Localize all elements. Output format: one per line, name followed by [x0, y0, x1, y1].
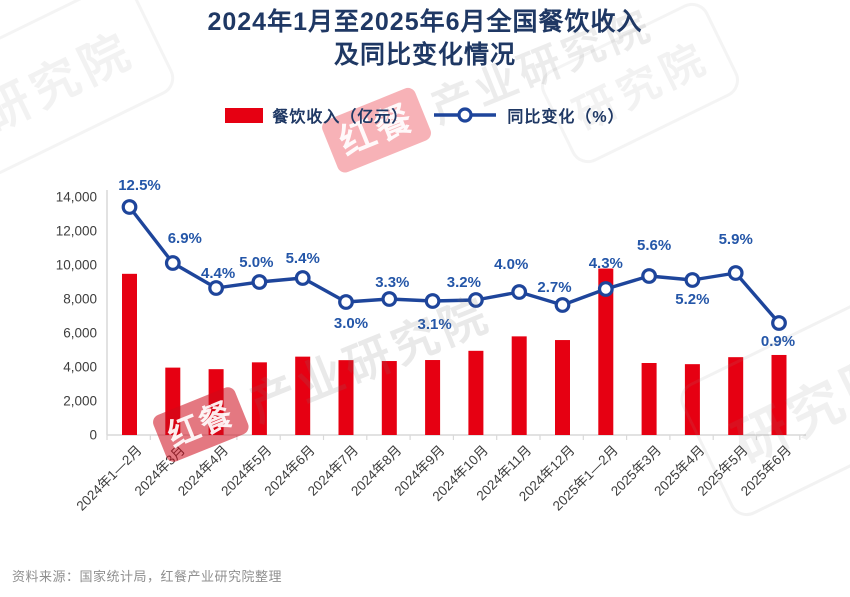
x-axis-category-label: 2024年1—2月: [74, 443, 145, 514]
y-axis-tick-label: 8,000: [63, 292, 97, 307]
revenue-bar: [295, 356, 311, 435]
chart-legend: 餐饮收入（亿元） 同比变化（%）: [0, 103, 850, 127]
growth-point-marker: [121, 199, 138, 215]
legend-bar-swatch-icon: [225, 107, 264, 123]
growth-value-label: 6.9%: [168, 230, 202, 247]
growth-point-marker: [338, 294, 354, 310]
revenue-bar: [425, 360, 441, 435]
revenue-bar: [338, 360, 354, 435]
growth-point-marker: [727, 265, 744, 281]
growth-value-label: 4.4%: [201, 265, 235, 282]
growth-point-marker: [468, 292, 484, 308]
revenue-bar: [511, 336, 527, 435]
revenue-bar: [728, 357, 744, 435]
growth-value-label: 2.7%: [537, 279, 571, 296]
growth-value-label: 3.3%: [375, 274, 409, 291]
growth-value-label: 4.3%: [589, 255, 623, 272]
y-axis-tick-label: 2,000: [63, 394, 97, 409]
y-axis-tick-label: 14,000: [56, 190, 97, 205]
legend-line-marker-icon: [434, 107, 497, 123]
growth-point-marker: [641, 268, 657, 284]
growth-point-marker: [294, 270, 311, 286]
growth-point-marker: [424, 293, 441, 309]
growth-value-label: 3.2%: [447, 274, 481, 291]
growth-point-marker: [597, 281, 614, 297]
legend-bar-label: 餐饮收入（亿元）: [272, 109, 409, 126]
revenue-bar: [771, 354, 787, 435]
revenue-bar: [684, 364, 700, 435]
chart-title-line2: 及同比变化情况: [333, 41, 516, 69]
growth-value-label: 5.2%: [675, 291, 709, 308]
y-axis-tick-label: 4,000: [63, 360, 97, 375]
growth-point-marker: [381, 291, 398, 307]
y-axis-tick-label: 0: [89, 428, 97, 443]
revenue-bar: [381, 361, 397, 435]
revenue-bar: [208, 369, 224, 435]
growth-value-label: 5.9%: [719, 231, 753, 248]
source-note: 资料来源：国家统计局，红餐产业研究院整理: [12, 569, 283, 584]
y-axis-tick-label: 12,000: [56, 224, 97, 239]
y-axis-tick-label: 6,000: [63, 326, 97, 341]
legend-item-revenue: 餐饮收入（亿元）: [225, 103, 408, 127]
growth-value-label: 12.5%: [118, 177, 161, 194]
revenue-bar: [641, 363, 657, 435]
growth-value-label: 3.1%: [417, 316, 451, 333]
growth-value-label: 3.0%: [334, 315, 368, 332]
legend-line-label: 同比变化（%）: [507, 109, 625, 126]
chart-title: 2024年1月至2025年6月全国餐饮收入 及同比变化情况: [0, 6, 850, 72]
growth-value-label: 5.0%: [239, 254, 273, 271]
y-axis-tick-label: 10,000: [56, 258, 97, 273]
revenue-bar: [122, 273, 137, 435]
legend-item-growth: 同比变化（%）: [432, 103, 624, 127]
growth-line: [128, 205, 781, 325]
growth-point-marker: [208, 280, 225, 296]
growth-value-label: 5.6%: [637, 237, 671, 254]
growth-point-marker: [554, 297, 571, 313]
growth-point-marker: [164, 255, 181, 271]
revenue-bar: [555, 340, 570, 435]
revenue-bar: [598, 268, 614, 435]
growth-value-label: 0.9%: [761, 333, 795, 350]
growth-point-marker: [511, 284, 528, 300]
growth-point-marker: [771, 315, 787, 331]
growth-value-label: 5.4%: [286, 250, 320, 267]
revenue-bar: [468, 350, 484, 435]
chart-title-line1: 2024年1月至2025年6月全国餐饮收入: [207, 8, 643, 36]
growth-point-marker: [251, 274, 268, 290]
growth-value-label: 4.0%: [494, 256, 528, 273]
revenue-bar: [165, 367, 181, 435]
growth-point-marker: [684, 272, 701, 288]
revenue-bar: [251, 362, 267, 435]
